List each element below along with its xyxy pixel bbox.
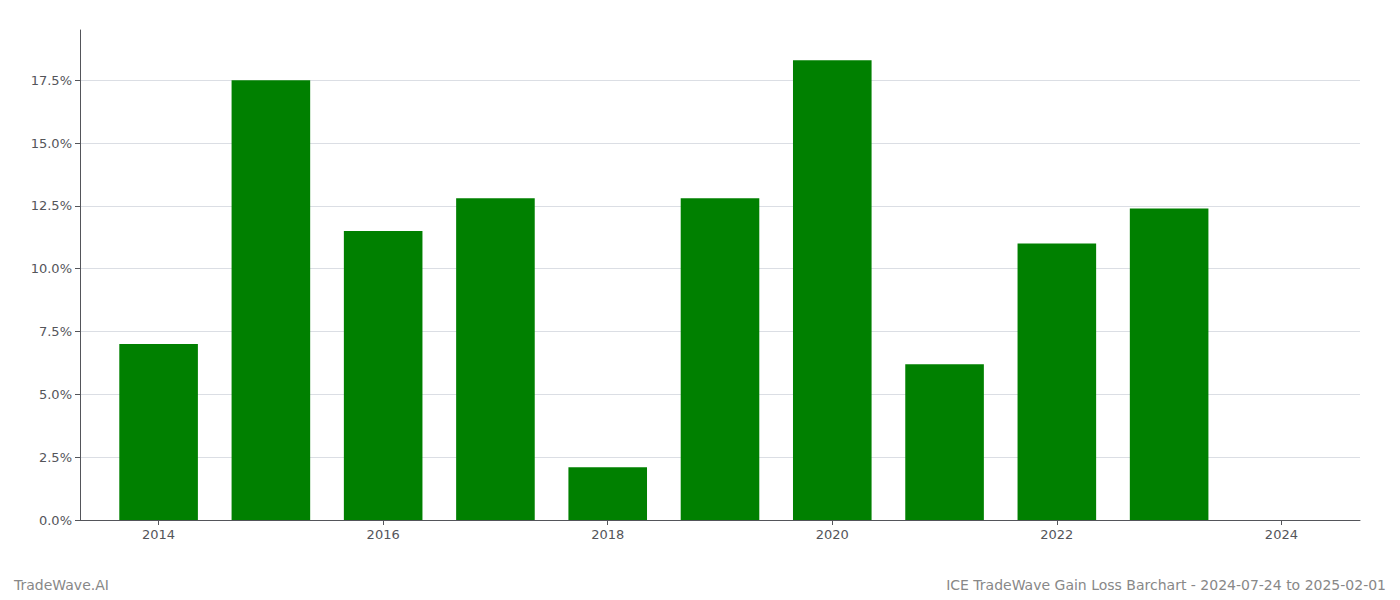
svg-text:2.5%: 2.5% [39,450,72,465]
svg-text:2016: 2016 [367,527,400,542]
svg-text:12.5%: 12.5% [31,198,72,213]
svg-text:17.5%: 17.5% [31,73,72,88]
svg-text:5.0%: 5.0% [39,387,72,402]
svg-text:2014: 2014 [142,527,175,542]
svg-text:TradeWave.AI: TradeWave.AI [13,577,109,593]
svg-text:ICE TradeWave Gain Loss Barcha: ICE TradeWave Gain Loss Barchart - 2024-… [946,577,1386,593]
svg-text:2024: 2024 [1265,527,1298,542]
svg-text:7.5%: 7.5% [39,324,72,339]
svg-text:10.0%: 10.0% [31,261,72,276]
svg-text:0.0%: 0.0% [39,513,72,528]
svg-text:2022: 2022 [1040,527,1073,542]
svg-text:2018: 2018 [591,527,624,542]
svg-text:15.0%: 15.0% [31,136,72,151]
svg-text:2020: 2020 [816,527,849,542]
